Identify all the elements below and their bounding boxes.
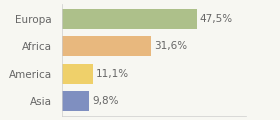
Bar — [62, 9, 197, 29]
Text: 9,8%: 9,8% — [92, 96, 119, 106]
Bar — [62, 36, 151, 56]
Bar — [62, 64, 93, 84]
Text: 11,1%: 11,1% — [96, 69, 129, 79]
Text: 31,6%: 31,6% — [154, 41, 187, 51]
Bar — [62, 91, 90, 111]
Text: 47,5%: 47,5% — [199, 14, 233, 24]
